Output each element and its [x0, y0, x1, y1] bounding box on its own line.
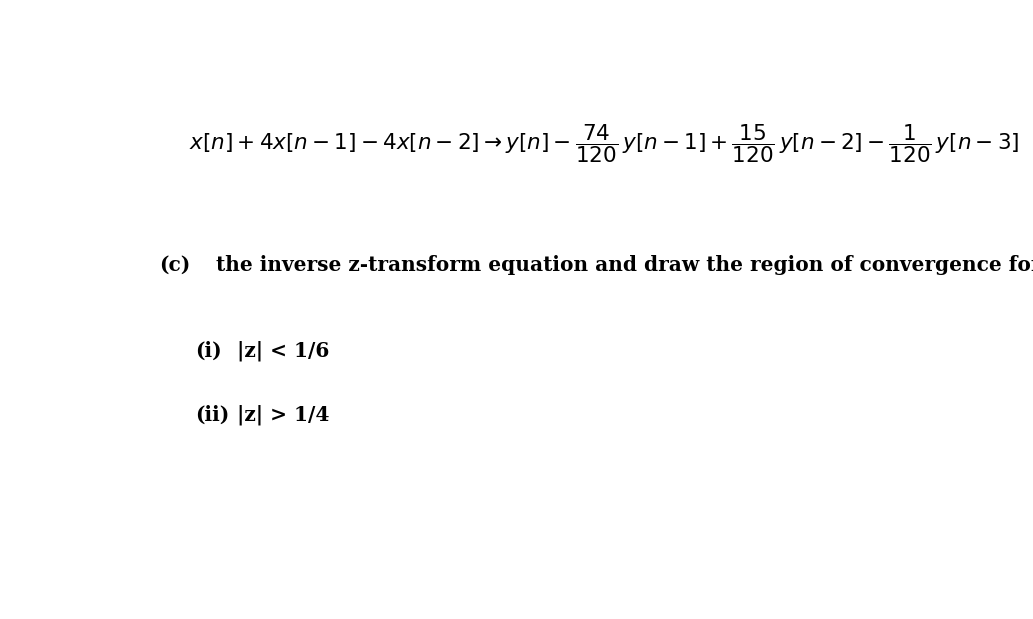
Text: (i): (i) — [195, 340, 221, 361]
Text: |z| > 1/4: |z| > 1/4 — [238, 405, 330, 425]
Text: the inverse z-transform equation and draw the region of convergence for the foll: the inverse z-transform equation and dra… — [216, 255, 1033, 275]
Text: (ii): (ii) — [195, 405, 229, 425]
Text: $x[n]+4x[n-1]-4x[n-2]\rightarrow y[n]-\dfrac{74}{120}\,y[n-1]+\dfrac{15}{120}\,y: $x[n]+4x[n-1]-4x[n-2]\rightarrow y[n]-\d… — [189, 122, 1020, 165]
Text: |z| < 1/6: |z| < 1/6 — [238, 340, 330, 361]
Text: (c): (c) — [159, 255, 191, 275]
